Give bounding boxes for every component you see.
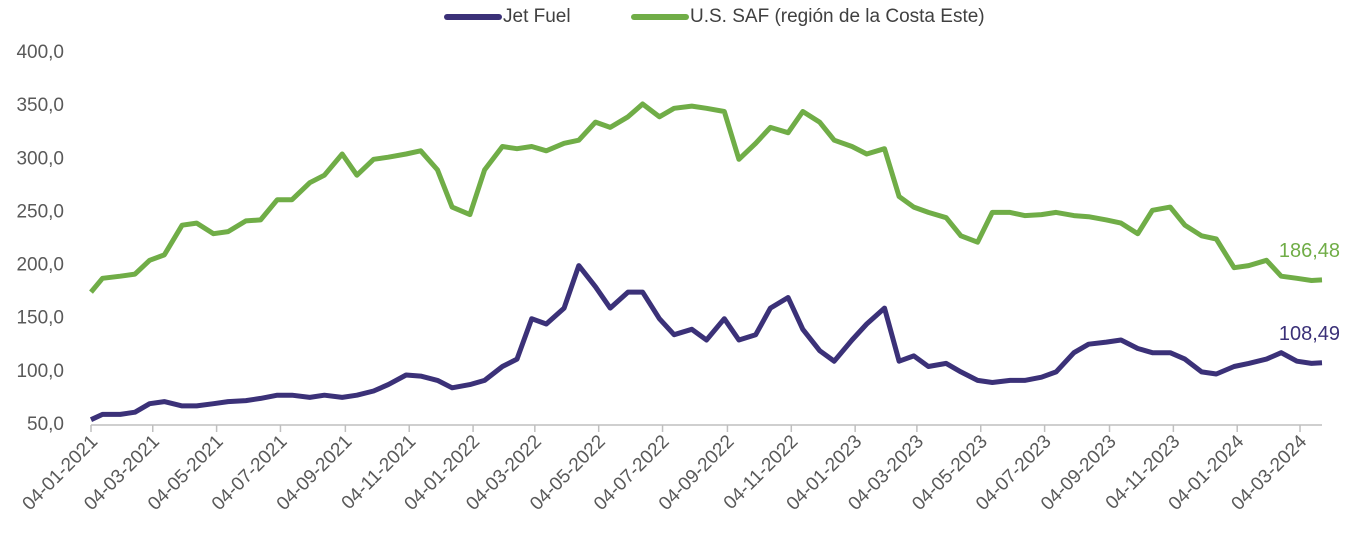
y-tick-label: 200,0	[16, 255, 64, 276]
y-tick-label: 150,0	[16, 308, 64, 329]
y-tick-label: 50,0	[27, 414, 64, 435]
series-line	[89, 101, 1323, 294]
legend-label: U.S. SAF (región de la Costa Este)	[690, 6, 985, 27]
y-tick-label: 250,0	[16, 201, 64, 222]
series-line	[89, 263, 1323, 422]
y-tick-label: 300,0	[16, 148, 64, 169]
y-tick-label: 350,0	[16, 95, 64, 116]
legend-label: Jet Fuel	[503, 6, 571, 27]
y-tick-label: 400,0	[16, 42, 64, 63]
y-tick-label: 100,0	[16, 361, 64, 382]
data-label: 186,48	[1279, 240, 1340, 262]
data-label: 108,49	[1279, 323, 1340, 345]
